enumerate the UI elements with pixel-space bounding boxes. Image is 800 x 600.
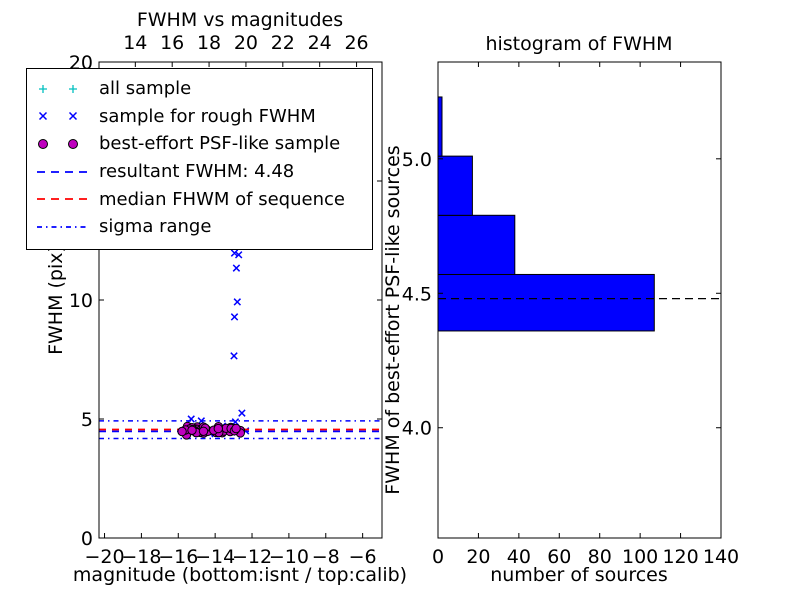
x-tick-label: 140 — [703, 546, 739, 568]
legend-entry-label: resultant FWHM: 4.48 — [99, 161, 295, 183]
y-tick-label: 0 — [81, 528, 93, 550]
top-tick-label: 22 — [271, 32, 295, 54]
x-tick-label: −14 — [195, 546, 235, 568]
x-tick-label: −6 — [349, 546, 377, 568]
x-tick-label: 20 — [466, 546, 490, 568]
right-plot-frame — [437, 61, 722, 539]
x-tick-label: −18 — [121, 546, 161, 568]
right-plot-ylabel: FWHM of best-effort PSF-like sources — [382, 145, 404, 494]
histogram-bar — [438, 96, 443, 157]
right-plot-ticks — [437, 62, 722, 538]
legend-entry: sigma range — [35, 213, 372, 241]
x-tick-label: 120 — [662, 546, 698, 568]
scatter-rough-sample — [182, 249, 250, 438]
y-tick-label: 5 — [81, 409, 93, 431]
top-tick-label: 18 — [197, 32, 221, 54]
legend-entry: median FHWM of sequence — [35, 185, 372, 213]
x-tick-label: −8 — [312, 546, 340, 568]
y-tick-label: 5.0 — [402, 149, 432, 171]
left-plot-ylabel: FWHM (pix) — [45, 245, 67, 355]
x-tick-label: 100 — [622, 546, 658, 568]
y-tick-label: 4.0 — [402, 418, 432, 440]
legend-entry-label: median FHWM of sequence — [99, 188, 345, 210]
scatter-psf-sample — [177, 426, 187, 437]
top-tick-label: 24 — [308, 32, 332, 54]
scatter-psf-sample — [213, 423, 224, 434]
top-tick-label: 16 — [160, 32, 184, 54]
top-tick-label: 26 — [344, 32, 368, 54]
left-plot-marks — [99, 249, 382, 440]
left-plot-xlabel: magnitude (bottom:isnt / top:calib) — [73, 564, 407, 586]
legend-entry-label: best-effort PSF-like sample — [99, 133, 341, 155]
right-plot-tick-labels: 0 20 40 60 80 100 120 140 4.0 4.5 5.0 — [402, 149, 739, 568]
dash-legend-marker — [37, 198, 89, 201]
right-plot-title: histogram of FWHM — [485, 33, 672, 55]
plus-icon — [69, 84, 77, 93]
right-plot-marks — [438, 96, 721, 332]
plus-icon — [39, 84, 47, 93]
x-tick-label: 80 — [588, 546, 612, 568]
plus-pair-legend-marker — [39, 84, 77, 93]
x-tick-label: 0 — [432, 546, 444, 568]
histogram-bar — [438, 155, 473, 216]
right-plot-xlabel: number of sources — [490, 564, 668, 586]
scatter-psf-sample — [187, 425, 197, 435]
x-tick-label: −16 — [158, 546, 198, 568]
histogram-bar — [438, 273, 655, 332]
legend-entry: all sample — [35, 75, 372, 103]
dashdot-legend-marker — [37, 225, 89, 228]
legend-entry: best-effort PSF-like sample — [35, 130, 372, 158]
legend-entry-label: sample for rough FWHM — [99, 105, 316, 127]
circle-icon — [38, 138, 48, 149]
x-pair-legend-marker — [38, 112, 78, 121]
left-plot-tick-labels: −20−18−16−14−12−10 −8 −6 14 16 18 20 22 24 26 0 5 10… — [69, 32, 377, 568]
legend-entry: resultant FWHM: 4.48 — [35, 158, 372, 186]
circle-icon — [68, 138, 78, 149]
y-tick-label: 10 — [69, 290, 93, 312]
x-tick-label: −20 — [84, 546, 124, 568]
y-tick-label: 4.5 — [402, 283, 432, 305]
legend-box: all sample sample for rough FWHM best-effo… — [26, 68, 373, 250]
x-tick-label: −12 — [232, 546, 272, 568]
right-plot: 0 20 40 60 80 100 120 140 4.0 4.5 5.0 histogram of… — [382, 33, 739, 586]
left-plot: −20−18−16−14−12−10 −8 −6 14 16 18 20 22 24 26 0 5 10… — [45, 9, 407, 586]
x-tick-label: 40 — [507, 546, 531, 568]
top-tick-label: 20 — [234, 32, 258, 54]
scatter-psf-sample — [198, 426, 209, 436]
circle-pair-legend-marker — [38, 138, 78, 149]
scatter-psf-sample — [231, 423, 241, 434]
x-icon — [38, 112, 48, 121]
histogram-bar — [438, 214, 516, 275]
dash-legend-marker — [37, 170, 89, 173]
legend-entry-label: all sample — [99, 78, 192, 100]
x-tick-label: 60 — [547, 546, 571, 568]
x-tick-label: −10 — [269, 546, 309, 568]
left-plot-title: FWHM vs magnitudes — [137, 9, 343, 31]
legend-entry: sample for rough FWHM — [35, 103, 372, 131]
top-tick-label: 14 — [123, 32, 147, 54]
legend-entry-label: sigma range — [99, 216, 212, 238]
x-icon — [68, 112, 78, 121]
